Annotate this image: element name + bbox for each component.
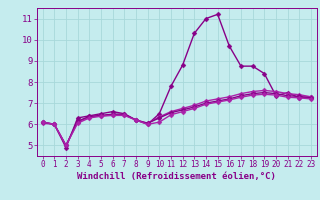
X-axis label: Windchill (Refroidissement éolien,°C): Windchill (Refroidissement éolien,°C) bbox=[77, 172, 276, 181]
